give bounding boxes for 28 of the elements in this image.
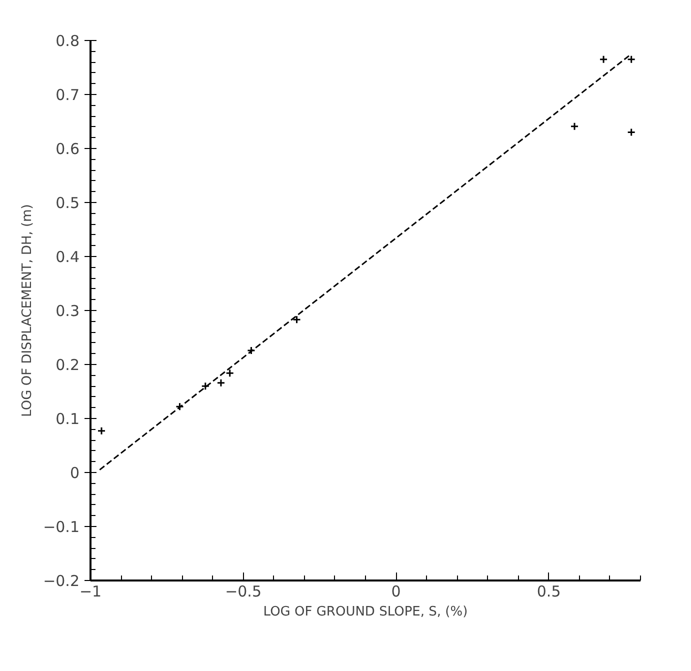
x-tick-label: 0 <box>391 582 401 600</box>
x-tick-label: −0.5 <box>225 582 262 600</box>
point <box>292 315 301 324</box>
point <box>97 426 106 436</box>
point <box>627 55 636 64</box>
y-axis-title: LOG OF DISPLACEMENT, DH, (m) <box>20 204 36 417</box>
point <box>216 378 226 388</box>
y-tick-label: 0.5 <box>56 194 80 212</box>
y-tick-label: 0.2 <box>56 356 80 374</box>
y-tick-label: 0.1 <box>56 410 80 428</box>
point <box>175 402 184 411</box>
point <box>201 382 210 390</box>
y-tick-label: 0.6 <box>56 140 80 158</box>
y-tick-label: 0 <box>70 464 80 482</box>
x-tick-label: 0.5 <box>536 582 561 600</box>
y-tick-label: 0.4 <box>56 248 80 266</box>
y-tick-label: 0.7 <box>56 86 80 104</box>
y-tick-label: −0.2 <box>43 572 80 590</box>
point <box>599 55 608 64</box>
point <box>627 128 636 137</box>
y-tick-label: −0.1 <box>43 518 80 536</box>
x-tick-label: −1 <box>79 582 102 600</box>
x-axis-title: LOG OF GROUND SLOPE, S, (%) <box>263 604 468 620</box>
point <box>226 368 234 378</box>
y-tick-label: 0.8 <box>56 32 80 50</box>
y-tick-label: 0.3 <box>56 302 80 320</box>
point <box>246 346 256 355</box>
point <box>570 122 579 131</box>
